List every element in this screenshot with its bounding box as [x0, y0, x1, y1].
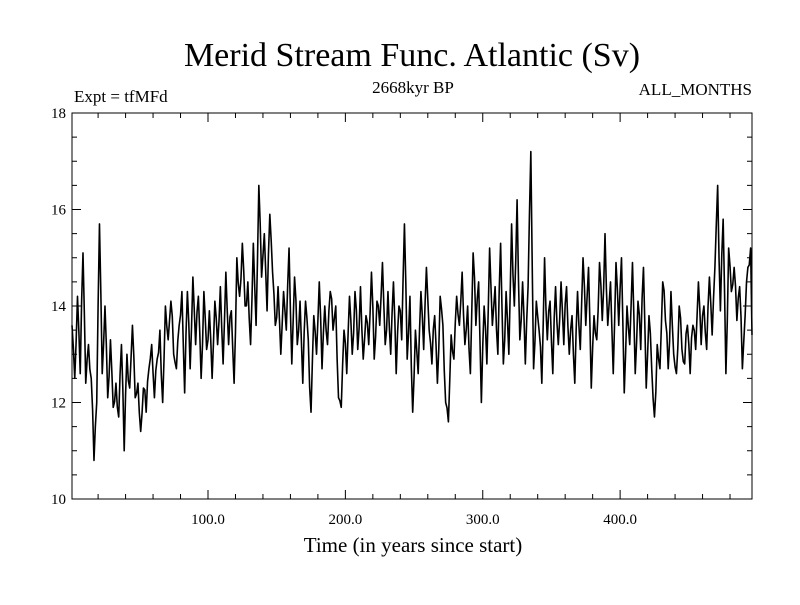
series-line	[71, 150, 753, 462]
y-tick-label: 16	[51, 203, 67, 219]
tick-marks	[72, 113, 752, 499]
y-tick-label: 18	[51, 106, 66, 122]
period-label: 2668kyr BP	[372, 78, 454, 97]
x-axis-label: Time (in years since start)	[304, 533, 523, 557]
x-tick-label: 100.0	[191, 512, 225, 528]
experiment-label: Expt = tfMFd	[74, 87, 168, 106]
tick-labels: 100.0 200.0 300.0 400.0 10 12 14 16 18	[51, 106, 637, 528]
y-tick-label: 12	[51, 396, 66, 412]
months-label: ALL_MONTHS	[639, 80, 752, 99]
x-tick-label: 300.0	[466, 512, 500, 528]
x-tick-label: 400.0	[603, 512, 637, 528]
plot-frame	[71, 112, 753, 500]
x-tick-label: 200.0	[328, 512, 362, 528]
chart-title: Merid Stream Func. Atlantic (Sv)	[184, 37, 640, 74]
y-tick-label: 14	[51, 299, 67, 315]
y-tick-label: 10	[51, 492, 66, 508]
